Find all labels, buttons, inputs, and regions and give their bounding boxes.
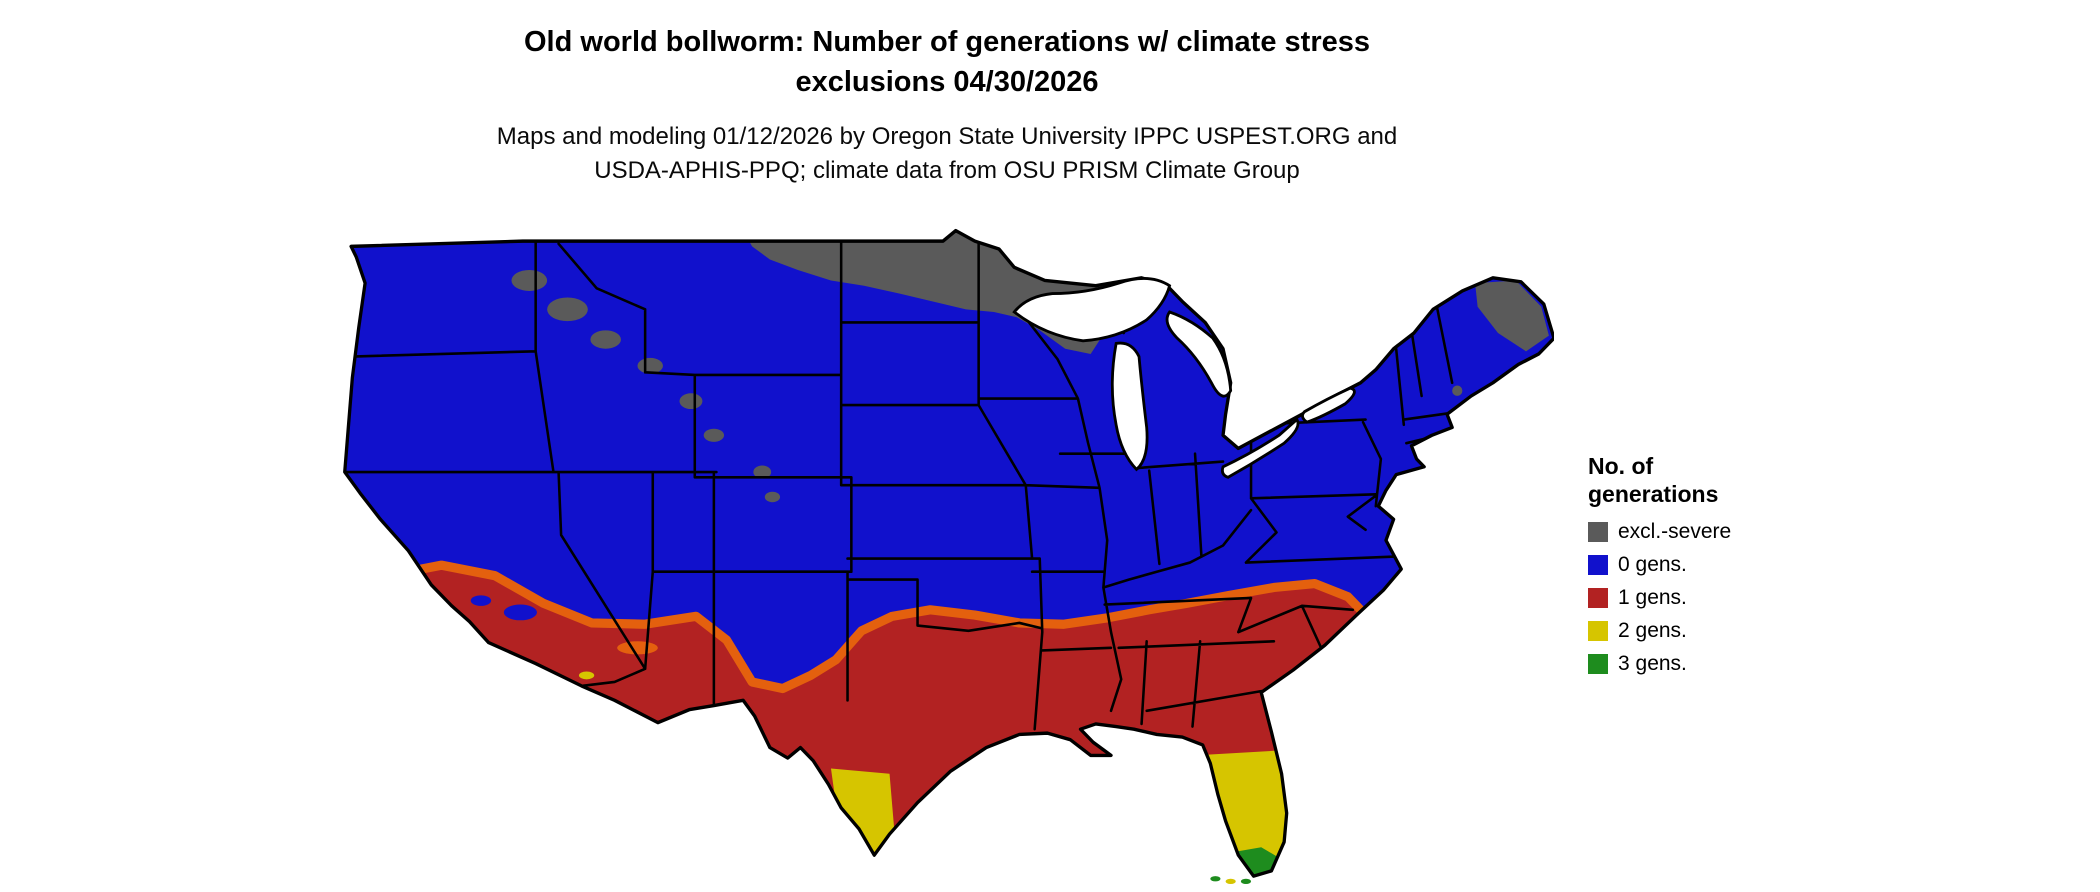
zone-excl-severe-patch [753,465,772,479]
zone-0-generations [344,230,1554,877]
zone-1-generation-fringe-patch [617,641,658,655]
legend-items: excl.-severe 0 gens. 1 gens. 2 gens. 3 g… [1588,520,1731,676]
zone-excl-severe-patch [547,297,588,322]
title-line-2: exclusions 04/30/2026 [795,66,1099,98]
legend-label-2-gens: 2 gens. [1618,619,1687,642]
page-subtitle: Maps and modeling 01/12/2026 by Oregon S… [0,120,1894,188]
zone-excl-severe-patch [703,428,725,442]
legend-title: No. of generations [1588,452,1731,508]
legend-swatch-0-gens [1588,555,1608,575]
florida-keys-dot [1210,876,1221,882]
subtitle-line-2: USDA-APHIS-PPQ; climate data from OSU PR… [594,157,1300,184]
lake-ontario [1301,386,1356,424]
legend-title-line-1: No. of [1588,453,1654,479]
legend-item-3-gens: 3 gens. [1588,652,1731,676]
zone-1-generation-fringe [344,560,1374,694]
florida-keys-dot [1240,878,1252,884]
us-border-outline [343,228,1554,878]
lake-superior [1012,277,1172,343]
zone-excl-severe-patch [511,269,548,291]
legend-label-1-gens: 1 gens. [1618,586,1687,609]
legend-label-3-gens: 3 gens. [1618,652,1687,675]
legend-item-1-gens: 1 gens. [1588,586,1731,610]
us-map [343,228,1554,884]
legend-item-2-gens: 2 gens. [1588,619,1731,643]
lake-huron [1165,310,1233,398]
legend-item-0-gens: 0 gens. [1588,553,1731,577]
legend-title-line-2: generations [1588,481,1719,507]
title-line-1: Old world bollworm: Number of generation… [524,26,1370,58]
legend-swatch-3-gens [1588,654,1608,674]
us-map-container [332,228,1554,884]
zone-excl-severe-patch [1452,385,1463,396]
zone-2-generations-florida [1195,750,1290,877]
legend-swatch-1-gens [1588,588,1608,608]
zone-2-generations-yuma [578,671,595,680]
legend-label-excl-severe: excl.-severe [1618,520,1732,543]
zone-excl-severe-patch [590,330,621,349]
subtitle-line-1: Maps and modeling 01/12/2026 by Oregon S… [496,123,1398,150]
page-title: Old world bollworm: Number of generation… [0,22,1894,102]
legend-swatch-excl-severe [1588,522,1608,542]
zone-0-generations-patch [470,595,492,606]
zone-excl-severe-patch [764,491,781,503]
lake-michigan [1110,341,1149,472]
zone-excl-severe-patch [637,357,663,374]
map-legend: No. of generations excl.-severe 0 gens. … [1588,452,1731,685]
legend-label-0-gens: 0 gens. [1618,553,1687,576]
legend-item-excl-severe: excl.-severe [1588,520,1731,544]
zone-2-generations-south-texas [830,768,895,858]
lake-erie [1221,417,1300,479]
zone-excl-severe-maine [1475,280,1549,352]
florida-keys-dot [1225,878,1236,884]
zone-0-generations-patch [503,604,537,621]
legend-swatch-2-gens [1588,621,1608,641]
zone-excl-severe-patch [679,393,703,410]
